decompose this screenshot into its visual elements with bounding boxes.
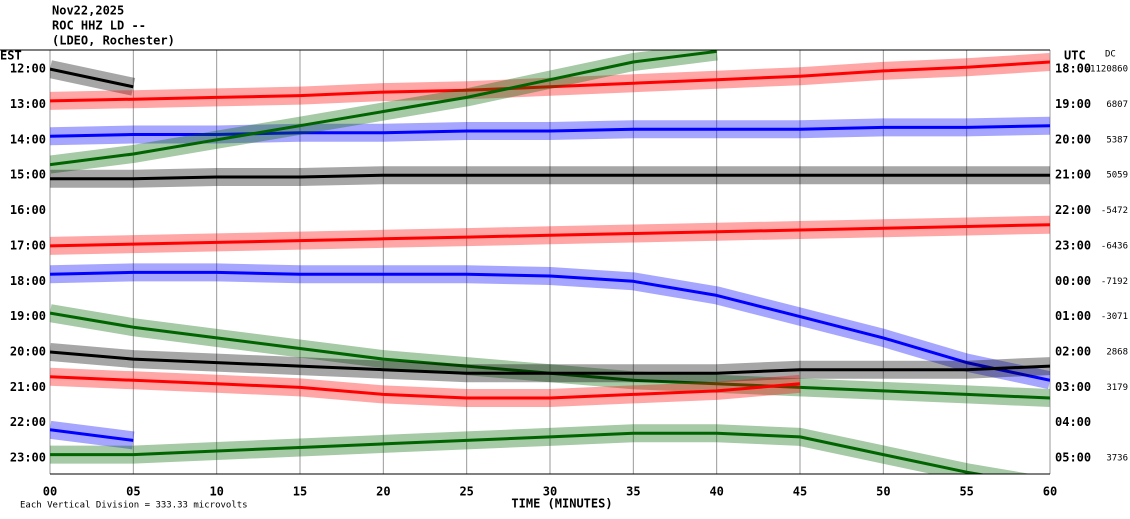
grid: [49, 50, 1051, 474]
x-tick-label: 40: [709, 485, 723, 499]
seismic-trace: [50, 375, 801, 400]
y2-tick-label: 04:00: [1055, 415, 1091, 429]
y-tick-label: 14:00: [10, 132, 46, 146]
x-tick-label: 15: [293, 485, 307, 499]
x-tick-label: 30: [543, 485, 557, 499]
y2-tick-label: 03:00: [1055, 380, 1091, 394]
y2-tick-label: 19:00: [1055, 97, 1091, 111]
x-tick-label: 50: [876, 485, 890, 499]
dc-value: 3179: [1106, 383, 1128, 393]
dc-value: 5059: [1106, 171, 1128, 181]
x-axis-label: TIME (MINUTES): [511, 497, 612, 511]
dc-value: 2868: [1106, 347, 1128, 357]
y2-tick-label: 23:00: [1055, 238, 1091, 252]
seismic-trace: [50, 428, 134, 442]
x-tick-label: 45: [793, 485, 807, 499]
y-tick-label: 19:00: [10, 309, 46, 323]
dc-value: -7192: [1101, 277, 1128, 287]
y2-tick-label: 18:00: [1055, 62, 1091, 76]
scale-note: Each Vertical Division = 333.33 microvol…: [20, 501, 248, 511]
y-tick-label: 20:00: [10, 344, 46, 358]
y2-tick-label: 00:00: [1055, 274, 1091, 288]
station-name: (LDEO, Rochester): [52, 34, 175, 48]
y-tick-label: 16:00: [10, 203, 46, 217]
x-tick-label: 25: [459, 485, 473, 499]
x-tick-label: 00: [43, 485, 57, 499]
y-tick-label: 12:00: [10, 62, 46, 76]
y2-tick-label: 01:00: [1055, 309, 1091, 323]
x-tick-label: 05: [126, 485, 140, 499]
traces: [50, 50, 1050, 474]
seismic-trace: [50, 67, 134, 89]
x-tick-label: 35: [626, 485, 640, 499]
dc-value: 3736: [1106, 454, 1128, 464]
dc-header: DC: [1105, 50, 1116, 60]
y-tick-label: 15:00: [10, 168, 46, 182]
y-tick-label: 13:00: [10, 97, 46, 111]
chart-subtitle: ROC HHZ LD --: [52, 19, 146, 33]
y-tick-label: 18:00: [10, 274, 46, 288]
x-tick-label: 60: [1043, 485, 1057, 499]
seismic-trace: [50, 270, 1050, 382]
x-tick-label: 10: [209, 485, 223, 499]
y2-tick-label: 21:00: [1055, 168, 1091, 182]
x-tick-label: 20: [376, 485, 390, 499]
y2-tick-label: 02:00: [1055, 344, 1091, 358]
dc-value: 5387: [1106, 135, 1128, 145]
y-tick-label: 21:00: [10, 380, 46, 394]
dc-value: -6436: [1101, 241, 1128, 251]
seismic-trace: [50, 173, 1050, 181]
dc-value: -3071: [1101, 312, 1128, 322]
seismic-trace: [50, 124, 1050, 138]
dc-value: -5472: [1101, 206, 1128, 216]
y-tick-label: 23:00: [10, 451, 46, 465]
y2-tick-label: 05:00: [1055, 451, 1091, 465]
seismic-trace: [50, 50, 717, 167]
chart-title: Nov22,2025: [52, 4, 124, 18]
y-axis-label: EST: [0, 49, 22, 63]
y2-tick-label: 20:00: [1055, 132, 1091, 146]
dc-value: 6807: [1106, 100, 1128, 110]
seismic-trace: [50, 431, 987, 474]
y2-axis-label: UTC: [1064, 49, 1086, 63]
y-tick-label: 17:00: [10, 238, 46, 252]
seismic-trace: [50, 223, 1050, 248]
seismic-trace: [50, 60, 1050, 103]
y-tick-label: 22:00: [10, 415, 46, 429]
seismic-trace: [50, 350, 1050, 375]
dc-value: -1120860: [1085, 65, 1128, 75]
x-tick-label: 55: [959, 485, 973, 499]
y2-tick-label: 22:00: [1055, 203, 1091, 217]
